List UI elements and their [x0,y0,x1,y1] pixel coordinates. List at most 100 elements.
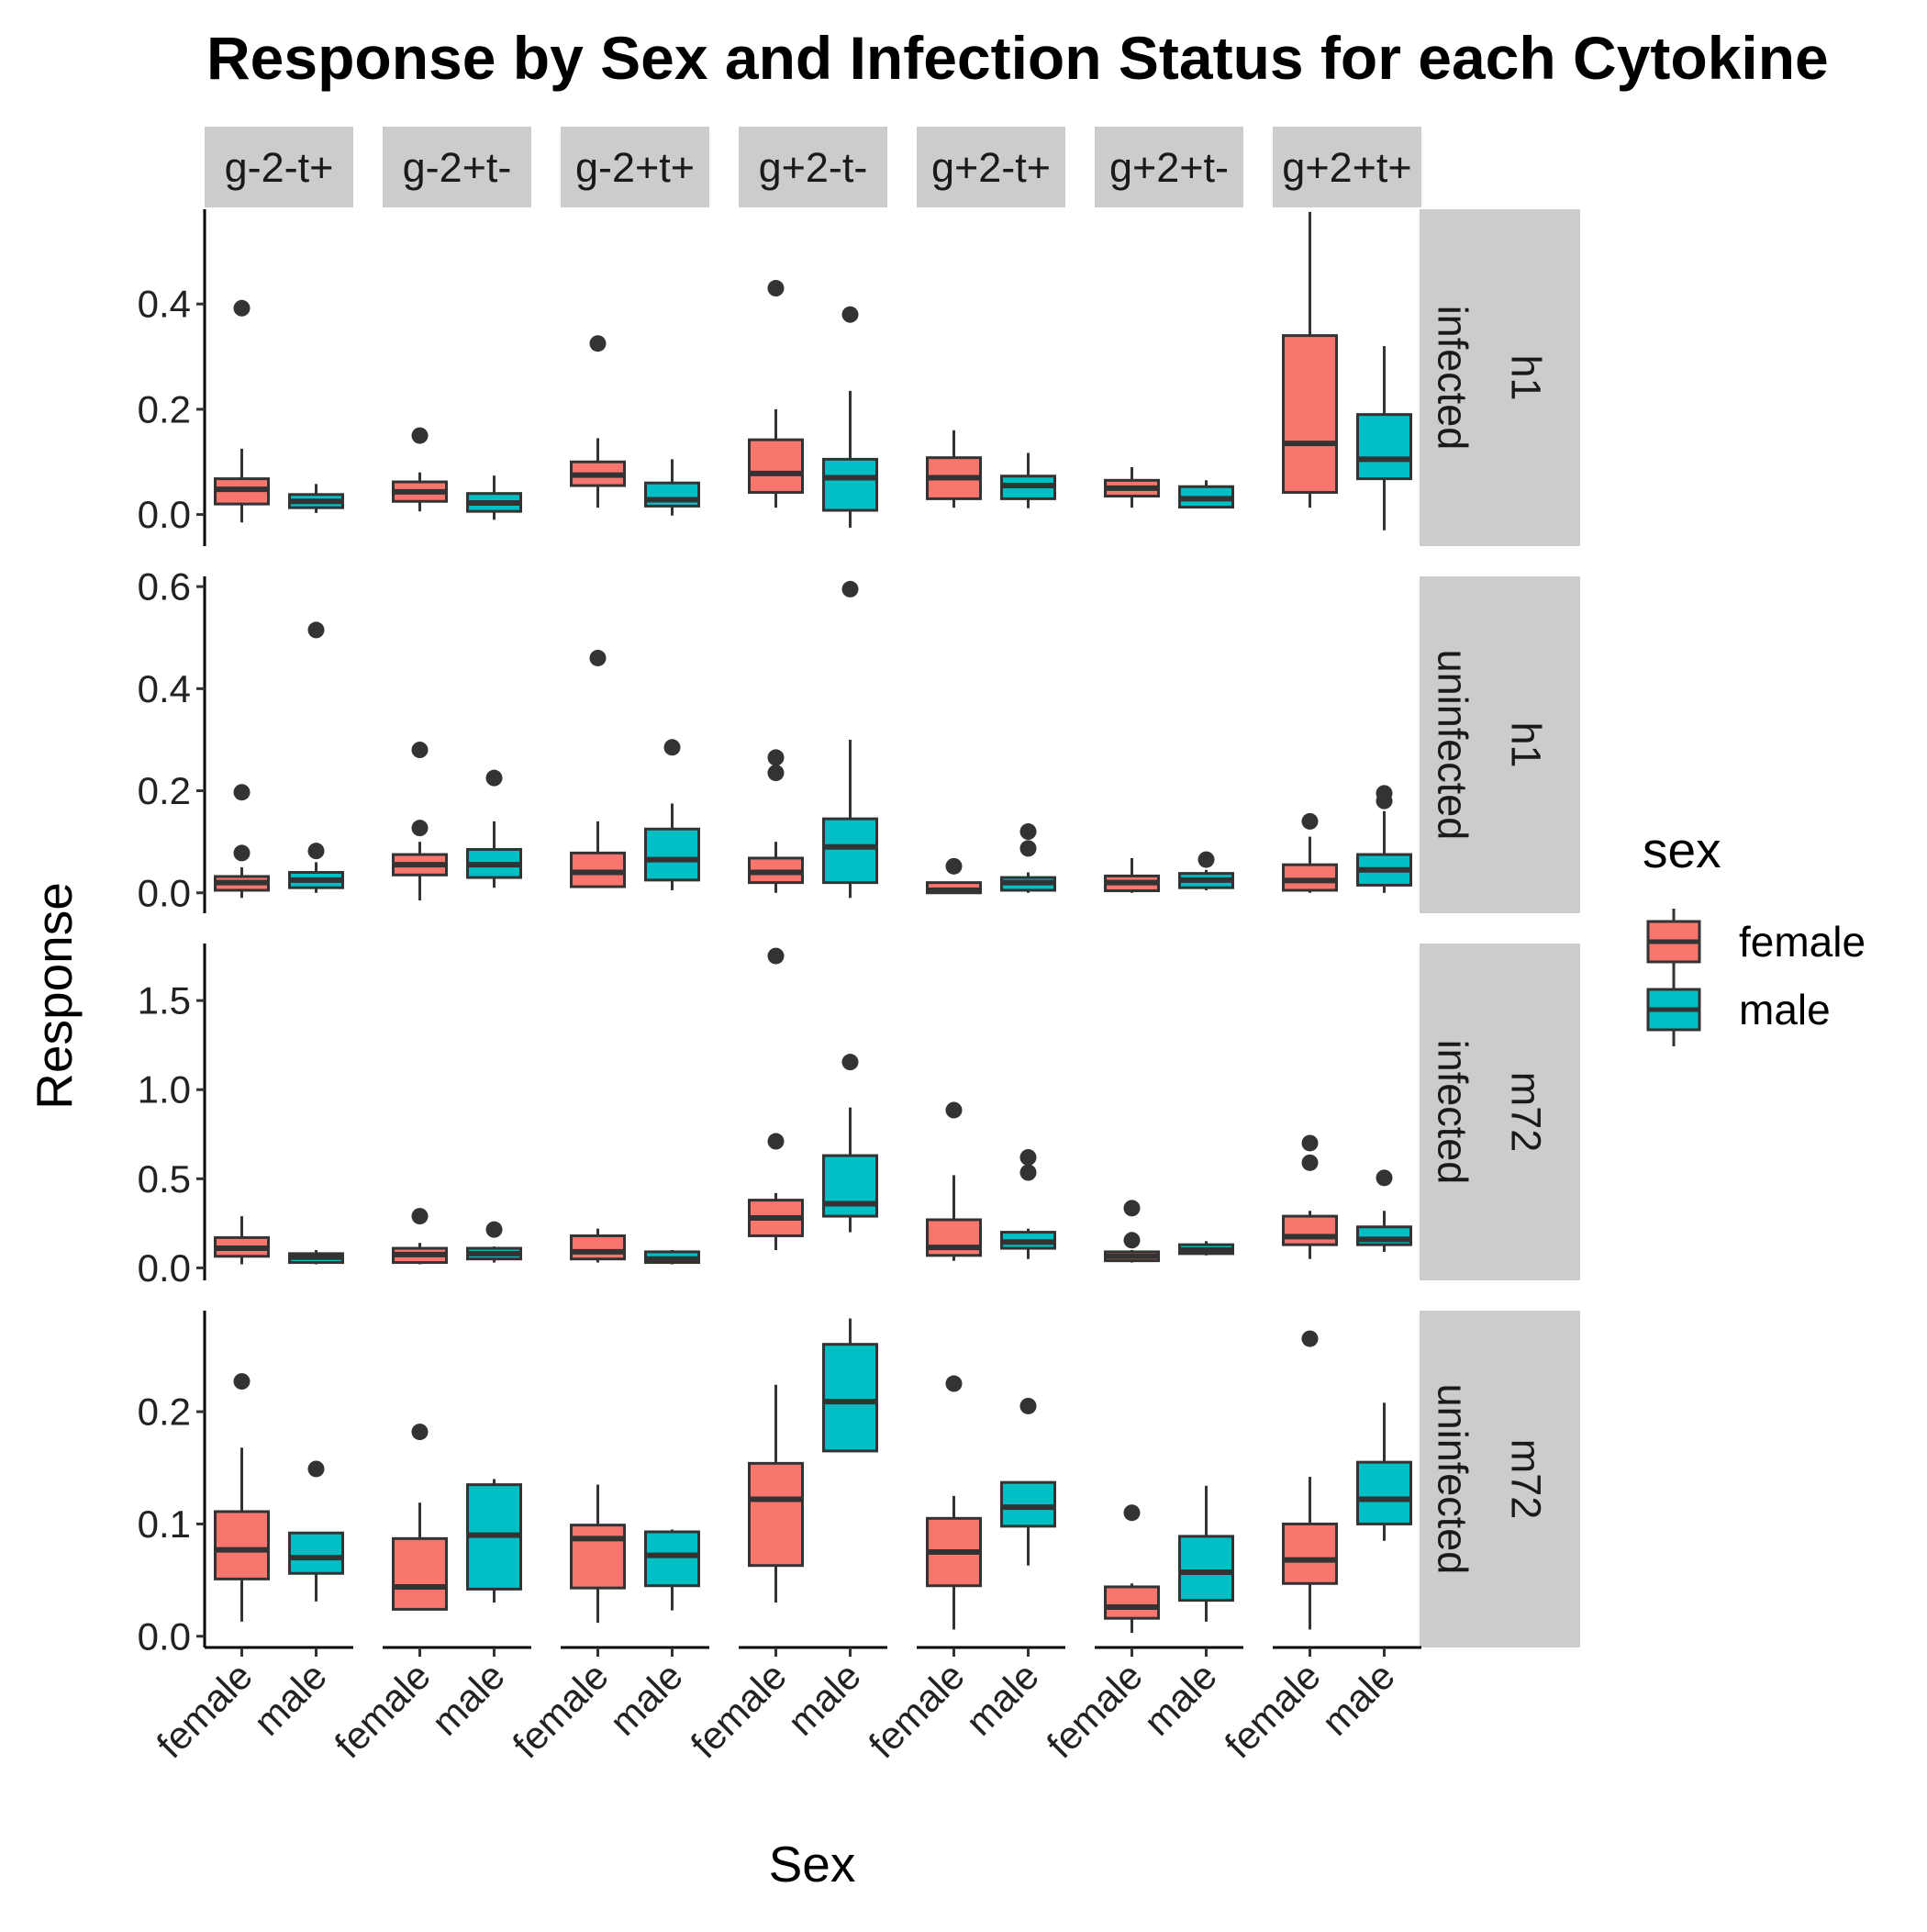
box-iqr [822,817,878,885]
outlier-point [1019,1164,1037,1181]
y-tick-label: 0.4 [138,667,191,710]
outlier-point [307,843,325,860]
outlier-point [945,1101,963,1119]
outlier-point [1019,1397,1037,1414]
box-male-m72-infected-g+2+t- [1178,1241,1234,1256]
x-tick-label: female [504,1654,616,1766]
outlier-point [767,1133,785,1150]
box-iqr [1356,1460,1412,1525]
box-male-h1-infected-g-2+t- [466,475,522,520]
row-strip-m72-infected [1420,944,1580,1280]
box-female-m72-infected-g+2-t+ [926,1101,982,1261]
box-female-m72-uninfected-g+2-t- [748,1384,804,1603]
outlier-point [1197,851,1215,868]
outlier-point [1019,1149,1037,1167]
box-iqr [644,1530,700,1588]
box-iqr [288,1531,344,1575]
outlier-point [1123,1200,1141,1217]
outlier-point [485,769,503,787]
box-male-m72-uninfected-g+2-t+ [1000,1397,1056,1566]
box-male-h1-infected-g+2-t+ [1000,452,1056,508]
box-male-h1-uninfected-g+2-t- [822,580,878,899]
box-iqr [644,481,700,508]
box-iqr [1104,1585,1160,1620]
box-female-m72-uninfected-g-2+t+ [570,1484,626,1624]
outlier-point [1301,1330,1319,1347]
x-tick-label: male [957,1654,1047,1744]
outlier-point [767,280,785,297]
box-female-m72-uninfected-g+2-t+ [926,1375,982,1630]
y-tick-label: 0.2 [138,387,191,430]
strip-label: g+2-t- [759,144,868,191]
box-male-h1-infected-g-2-t+ [288,484,344,513]
strip-label: g-2+t- [403,144,512,191]
strip-g+2-t- [739,127,887,207]
outlier-point [1123,1504,1141,1522]
box-iqr [570,1524,626,1590]
outlier-point [411,1424,429,1441]
box-male-h1-infected-g-2+t+ [644,459,700,516]
strip-label: g-2-t+ [225,144,334,191]
box-male-m72-uninfected-g-2+t+ [644,1529,700,1611]
box-male-h1-infected-g+2-t- [822,306,878,528]
box-male-m72-infected-g-2-t+ [288,1249,344,1265]
row-strip-status: uninfected [1430,650,1476,841]
row-strip-time: h1 [1503,354,1550,400]
box-male-h1-infected-g+2+t+ [1356,346,1412,530]
outlier-point [1123,1232,1141,1249]
legend-item-male: male [1646,977,1831,1046]
box-female-h1-infected-g+2-t- [748,280,804,508]
box-female-h1-uninfected-g+2+t- [1104,857,1160,893]
x-tick-label: female [1216,1654,1328,1766]
outlier-point [411,427,429,444]
box-male-h1-uninfected-g+2-t+ [1000,823,1056,893]
box-iqr [1178,1535,1234,1603]
row-strip-h1-infected [1420,209,1580,546]
row-strip-status: uninfected [1430,1384,1476,1575]
outlier-point [1376,785,1393,802]
y-axis-title: Response [26,882,83,1110]
box-iqr [822,1154,878,1218]
legend-title: sex [1643,821,1721,878]
y-tick-label: 1.5 [138,979,191,1022]
box-iqr [748,1461,804,1568]
outlier-point [233,844,251,862]
y-tick-label: 0.0 [138,1246,191,1290]
strip-label: g+2-t+ [931,144,1051,191]
row-strip-time: h1 [1503,721,1550,767]
x-tick-label: female [860,1654,972,1766]
outlier-point [1376,1169,1393,1187]
box-female-h1-infected-g-2+t+ [570,335,626,508]
box-female-m72-infected-g-2-t+ [214,1216,270,1265]
box-female-m72-infected-g-2+t+ [570,1228,626,1263]
box-iqr [1282,334,1338,495]
outlier-point [307,621,325,639]
y-tick-label: 0.0 [138,871,191,914]
box-female-h1-uninfected-g-2+t+ [570,649,626,888]
outlier-point [945,857,963,875]
outlier-point [767,765,785,782]
box-female-h1-uninfected-g-2+t- [392,742,448,901]
outlier-point [485,1221,503,1238]
box-male-m72-uninfected-g+2+t- [1178,1485,1234,1622]
box-female-m72-infected-g-2+t- [392,1208,448,1265]
box-female-m72-uninfected-g-2+t- [392,1424,448,1611]
legend-items: female male [1646,909,1866,1046]
box-female-m72-infected-g+2+t- [1104,1200,1160,1263]
strip-g-2+t- [383,127,531,207]
strip-g+2-t+ [917,127,1065,207]
outlier-point [233,1373,251,1390]
y-tick-label: 0.4 [138,283,191,326]
outlier-point [1301,1154,1319,1171]
box-male-m72-infected-g-2+t- [466,1221,522,1263]
box-iqr [1282,1214,1338,1246]
x-tick-label: male [1135,1654,1225,1744]
x-axis-title: Sex [769,1836,856,1893]
x-tick-label: female [682,1654,794,1766]
y-tick-label: 0.6 [138,565,191,609]
outlier-point [411,742,429,759]
y-tick-label: 0.2 [138,1390,191,1434]
outlier-point [233,299,251,317]
